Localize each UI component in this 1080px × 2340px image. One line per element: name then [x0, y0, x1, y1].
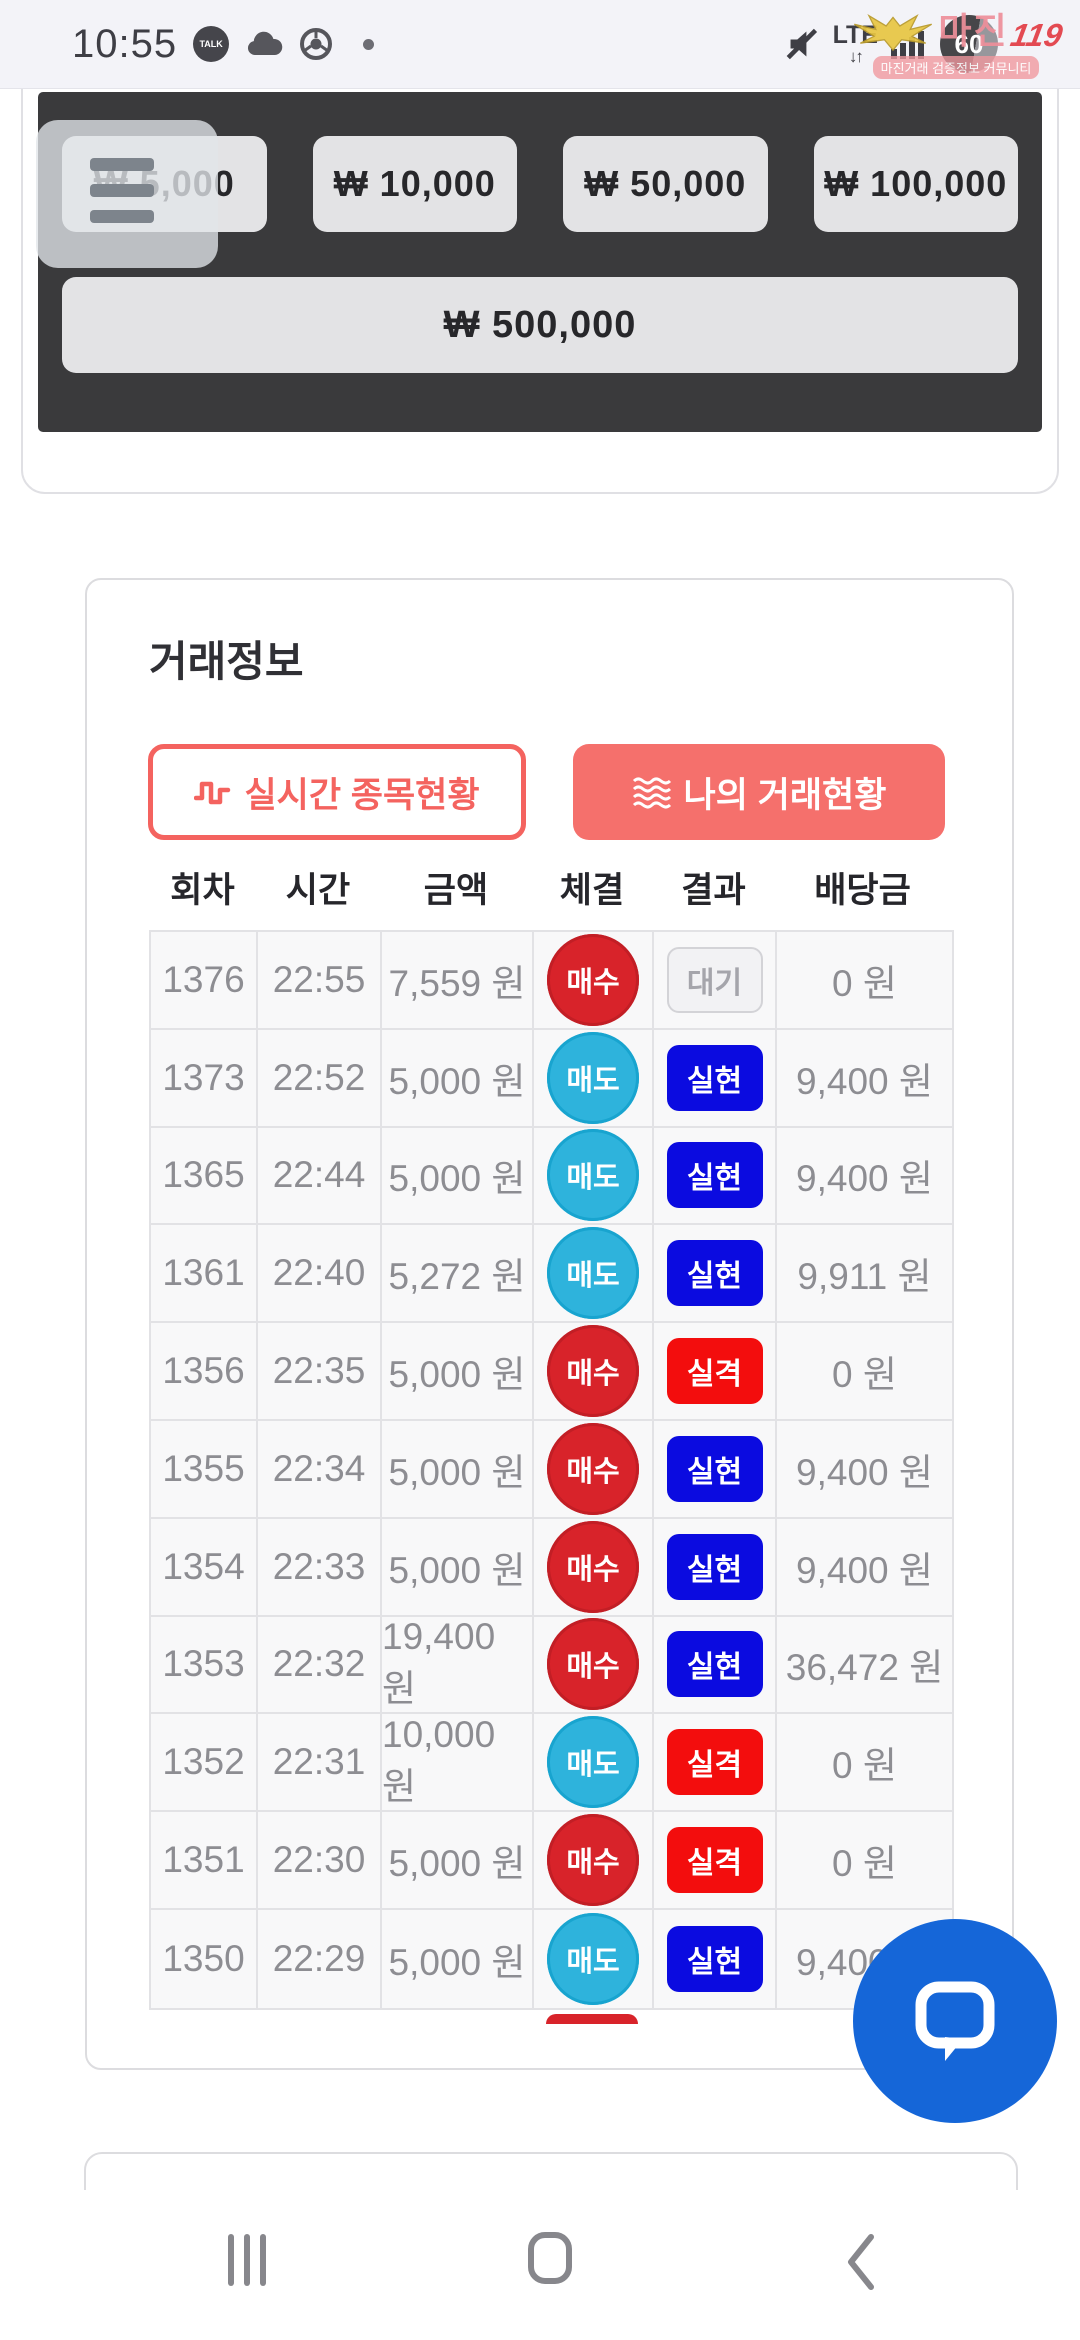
page-title: 거래정보	[149, 638, 304, 685]
side-badge: 매도	[547, 1912, 639, 2005]
amount-button-100000[interactable]: ₩ 100,000	[813, 136, 1018, 232]
cloud-icon	[245, 29, 283, 59]
table-row: 1356 22:35 5,000 원 매수 실격 0 원	[151, 1323, 952, 1421]
side-badge: 매수	[547, 1422, 639, 1515]
mute-icon	[786, 27, 820, 61]
amount-button-500000[interactable]: ₩ 500,000	[62, 277, 1018, 373]
signal-bars-icon	[891, 29, 927, 59]
side-badge: 매수	[547, 933, 639, 1026]
header-payout: 배당금	[814, 871, 911, 910]
header-amount: 금액	[423, 871, 489, 910]
realtime-stocks-label: 실시간 종목현황	[244, 775, 480, 815]
result-badge: 실현	[666, 1142, 763, 1209]
header-round: 회차	[170, 871, 235, 910]
home-button[interactable]	[528, 2232, 572, 2284]
clock: 10:55	[72, 21, 178, 66]
side-badge: 매수	[547, 1814, 639, 1907]
trade-info-card: 거래정보 실시간 종목현황 나의 거래현황 회차	[85, 578, 1014, 2070]
my-trades-label: 나의 거래현황	[683, 775, 887, 815]
table-row: 1373 22:52 5,000 원 매도 실현 9,400 원	[151, 1029, 952, 1128]
side-badge: 매도	[547, 1716, 639, 1809]
header-side: 체결	[559, 871, 625, 910]
trade-table: 1376 22:55 7,559 원 매수 대기 0 원 1373 22:52 …	[149, 930, 954, 2010]
realtime-stocks-button[interactable]: 실시간 종목현황	[148, 744, 526, 840]
navigation-bar	[0, 2190, 1080, 2340]
result-badge: 실격	[666, 1729, 763, 1796]
result-badge: 대기	[666, 946, 763, 1013]
table-row: 1361 22:40 5,272 원 매도 실현 9,911 원	[151, 1225, 952, 1324]
table-row: 1352 22:31 10,000 원 매도 실격 0 원	[151, 1714, 952, 1813]
side-badge: 매도	[547, 1129, 639, 1222]
result-badge: 실격	[666, 1827, 763, 1894]
chat-fab[interactable]	[853, 1919, 1057, 2123]
recent-apps-button[interactable]	[228, 2234, 266, 2286]
chat-bubble-icon	[903, 1969, 1007, 2073]
network-indicator: LTE ↓↑	[832, 21, 878, 66]
chrome-icon	[299, 27, 333, 61]
amount-button-50000[interactable]: ₩ 50,000	[563, 136, 768, 232]
side-badge: 매도	[547, 1227, 639, 1320]
side-badge: 매수	[547, 1325, 639, 1418]
table-header: 회차 시간 금액 체결 결과 배당금	[149, 868, 950, 914]
notification-dot-icon	[363, 38, 375, 50]
table-row: 1354 22:33 5,000 원 매수 실현 9,400 원	[151, 1518, 952, 1617]
result-badge: 실현	[666, 1631, 763, 1698]
side-badge: 매도	[547, 1031, 639, 1124]
hamburger-icon	[90, 158, 154, 171]
header-result: 결과	[681, 871, 746, 910]
table-row: 1355 22:34 5,000 원 매수 실현 9,400 원	[151, 1420, 952, 1519]
back-button[interactable]	[846, 2232, 876, 2297]
table-row: 1350 22:29 5,000 원 매도 실현 9,400 원	[151, 1909, 952, 2008]
my-trades-button[interactable]: 나의 거래현황	[573, 744, 945, 840]
result-badge: 실현	[666, 1240, 763, 1307]
result-badge: 실현	[666, 1533, 763, 1600]
battery-indicator: 60	[940, 15, 998, 73]
result-badge: 실격	[666, 1338, 763, 1405]
assistive-menu-handle[interactable]	[36, 120, 218, 268]
data-arrows-icon: ↓↑	[848, 47, 864, 66]
table-row: 1376 22:55 7,559 원 매수 대기 0 원	[151, 932, 952, 1030]
pulse-icon	[194, 776, 232, 808]
side-badge: 매수	[547, 1520, 639, 1613]
status-bar: 10:55 TALK LTE	[0, 0, 1080, 89]
kakaotalk-notification-icon: TALK	[193, 26, 230, 62]
table-row: 1353 22:32 19,400 원 매수 실현 36,472 원	[151, 1616, 952, 1715]
table-row: 1351 22:30 5,000 원 매수 실격 0 원	[151, 1812, 952, 1910]
waves-icon	[632, 775, 672, 809]
next-row-clipped-badge	[546, 2014, 638, 2024]
header-time: 시간	[285, 871, 351, 910]
amount-button-10000[interactable]: ₩ 10,000	[312, 136, 517, 232]
result-badge: 실현	[666, 1044, 763, 1111]
side-badge: 매수	[547, 1618, 639, 1711]
table-row: 1365 22:44 5,000 원 매도 실현 9,400 원	[151, 1127, 952, 1226]
result-badge: 실현	[666, 1925, 763, 1992]
result-badge: 실현	[666, 1435, 763, 1502]
